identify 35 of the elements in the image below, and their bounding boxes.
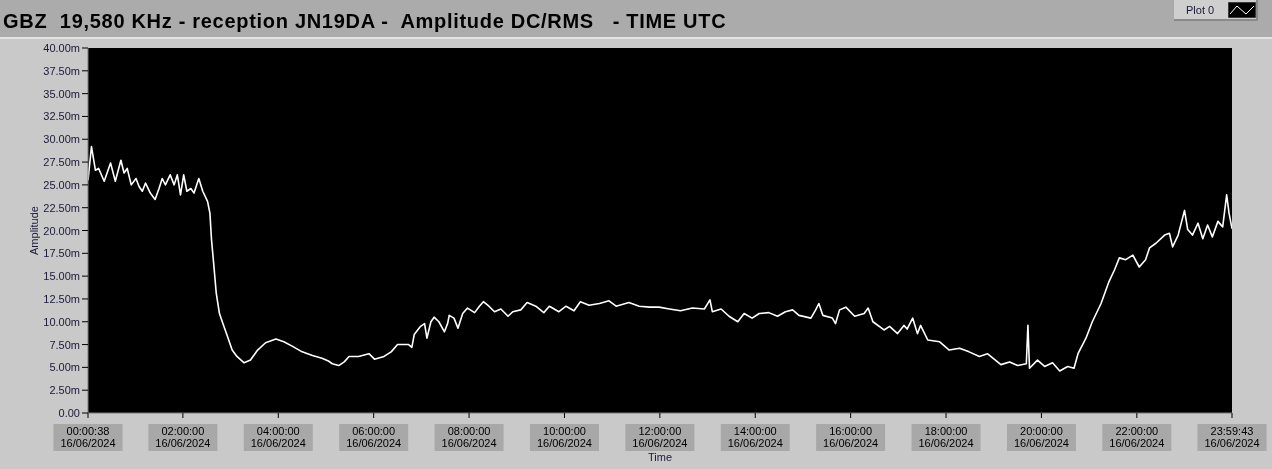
y-tick-label: 30.00m — [43, 133, 80, 146]
y-tick-label: 12.50m — [43, 292, 80, 305]
y-axis-title: Amplitude — [27, 206, 40, 255]
y-tick-label: 22.50m — [43, 201, 80, 214]
x-tick-label: 10:00:00 16/06/2024 — [536, 425, 592, 449]
y-tick-label: 27.50m — [43, 156, 80, 169]
y-tick-label: 7.50m — [49, 338, 80, 351]
y-tick-label: 0.00 — [58, 407, 80, 419]
x-tick-label: 23:59:43 16/06/2024 — [1204, 425, 1260, 449]
y-tick-label: 32.50m — [43, 110, 80, 123]
line-series — [88, 145, 1232, 372]
y-tick-label: 20.00m — [43, 224, 80, 237]
y-tick-label: 25.00m — [43, 178, 80, 191]
x-axis-title: Time — [647, 451, 673, 463]
y-tick-label: 15.00m — [43, 270, 80, 283]
x-tick-label: 14:00:00 16/06/2024 — [727, 425, 783, 449]
x-tick-label: 22:00:00 16/06/2024 — [1109, 425, 1165, 449]
x-tick-label: 08:00:00 16/06/2024 — [441, 425, 497, 449]
x-tick-label: 04:00:00 16/06/2024 — [250, 425, 306, 449]
x-tick-label: 02:00:00 16/06/2024 — [155, 425, 211, 449]
y-tick-label: 2.50m — [49, 384, 80, 397]
legend-label: Plot 0 — [1186, 3, 1216, 16]
y-tick-label: 40.00m — [43, 42, 80, 54]
x-tick-label: 06:00:00 16/06/2024 — [346, 425, 402, 449]
x-tick-label: 16:00:00 16/06/2024 — [823, 425, 879, 449]
y-tick-label: 17.50m — [43, 247, 80, 260]
y-tick-label: 37.50m — [43, 64, 80, 77]
x-tick-label: 20:00:00 16/06/2024 — [1013, 425, 1069, 449]
chart-title: GBZ 19,580 KHz - reception JN19DA - Amplitude DC/RMS - TIME UTC — [3, 9, 727, 33]
x-tick-label: 12:00:00 16/06/2024 — [632, 425, 688, 449]
y-tick-label: 10.00m — [43, 315, 80, 328]
y-tick-label: 5.00m — [49, 361, 80, 374]
x-tick-label: 00:00:38 16/06/2024 — [60, 425, 116, 449]
x-tick-label: 18:00:00 16/06/2024 — [918, 425, 974, 449]
y-tick-label: 35.00m — [43, 87, 80, 100]
